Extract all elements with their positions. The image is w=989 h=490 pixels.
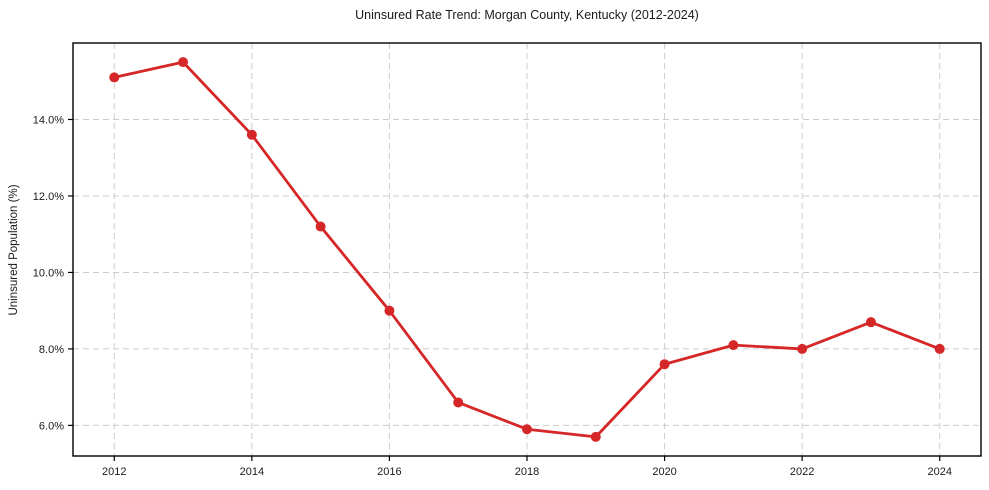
y-tick-label: 14.0% bbox=[33, 114, 64, 126]
y-tick-label: 10.0% bbox=[33, 267, 64, 279]
data-point-2017 bbox=[453, 397, 464, 408]
y-tick-label: 12.0% bbox=[33, 191, 64, 203]
data-point-2014 bbox=[246, 129, 257, 140]
data-point-2024 bbox=[934, 343, 945, 354]
data-point-2022 bbox=[797, 343, 808, 354]
x-tick-label: 2022 bbox=[790, 466, 814, 478]
x-tick-label: 2024 bbox=[927, 466, 951, 478]
chart-title: Uninsured Rate Trend: Morgan County, Ken… bbox=[355, 8, 699, 22]
x-tick-label: 2018 bbox=[515, 466, 539, 478]
data-point-2020 bbox=[659, 359, 670, 370]
data-point-2019 bbox=[590, 431, 601, 442]
x-tick-label: 2014 bbox=[240, 466, 264, 478]
data-point-2013 bbox=[178, 57, 189, 68]
data-point-2018 bbox=[522, 424, 532, 435]
data-point-2023 bbox=[865, 317, 876, 328]
x-tick-label: 2016 bbox=[377, 466, 401, 478]
y-tick-label: 6.0% bbox=[39, 420, 64, 432]
data-point-2015 bbox=[315, 221, 326, 232]
x-tick-label: 2020 bbox=[652, 466, 676, 478]
data-point-2021 bbox=[728, 340, 739, 351]
y-tick-label: 8.0% bbox=[39, 344, 64, 356]
x-tick-label: 2012 bbox=[102, 466, 126, 478]
data-point-2012 bbox=[109, 72, 120, 83]
data-point-2016 bbox=[384, 305, 395, 316]
